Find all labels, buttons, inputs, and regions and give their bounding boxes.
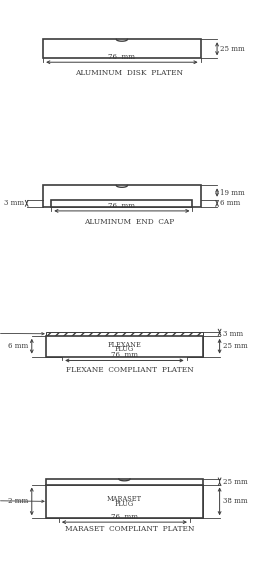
Text: MARASET: MARASET bbox=[107, 495, 142, 503]
Text: FLEXANE  COMPLIANT  PLATEN: FLEXANE COMPLIANT PLATEN bbox=[66, 366, 193, 374]
Text: 3 mm: 3 mm bbox=[223, 330, 243, 338]
Bar bbox=[43, 185, 200, 207]
Bar bbox=[46, 332, 203, 336]
Text: 2 mm: 2 mm bbox=[9, 498, 29, 505]
Text: 6 mm: 6 mm bbox=[220, 199, 240, 208]
Bar bbox=[46, 485, 59, 518]
Text: PLUG: PLUG bbox=[115, 500, 134, 508]
Text: 19 mm: 19 mm bbox=[220, 188, 245, 196]
Text: 38 mm: 38 mm bbox=[223, 498, 247, 505]
Text: 76  mm: 76 mm bbox=[111, 513, 138, 521]
Text: 25 mm: 25 mm bbox=[223, 478, 247, 486]
Text: ALUMINUM  DISK  PLATEN: ALUMINUM DISK PLATEN bbox=[76, 69, 183, 77]
Text: 25 mm: 25 mm bbox=[220, 45, 245, 53]
Bar bbox=[46, 336, 203, 357]
Text: PLUG: PLUG bbox=[115, 344, 134, 353]
Text: 3 mm: 3 mm bbox=[4, 199, 24, 208]
Bar bbox=[46, 485, 203, 518]
Text: 76  mm: 76 mm bbox=[108, 53, 135, 61]
Text: MARASET  COMPLIANT  PLATEN: MARASET COMPLIANT PLATEN bbox=[65, 526, 194, 534]
Text: FLEXANE: FLEXANE bbox=[107, 341, 141, 348]
Bar bbox=[46, 336, 62, 357]
Text: ALUMINUM  END  CAP: ALUMINUM END CAP bbox=[84, 218, 175, 226]
Text: 6 mm: 6 mm bbox=[9, 342, 29, 350]
Bar bbox=[46, 479, 203, 485]
Bar bbox=[190, 485, 203, 518]
Bar bbox=[59, 485, 190, 518]
Text: CONFINING
RING: CONFINING RING bbox=[0, 328, 44, 339]
Text: CONFINING
RING: CONFINING RING bbox=[0, 495, 44, 506]
Bar bbox=[51, 200, 192, 207]
Text: 76  mm: 76 mm bbox=[111, 351, 138, 360]
Text: 25 mm: 25 mm bbox=[223, 342, 247, 350]
Bar bbox=[187, 336, 203, 357]
Bar bbox=[43, 39, 200, 58]
Text: 76  mm: 76 mm bbox=[108, 202, 135, 210]
